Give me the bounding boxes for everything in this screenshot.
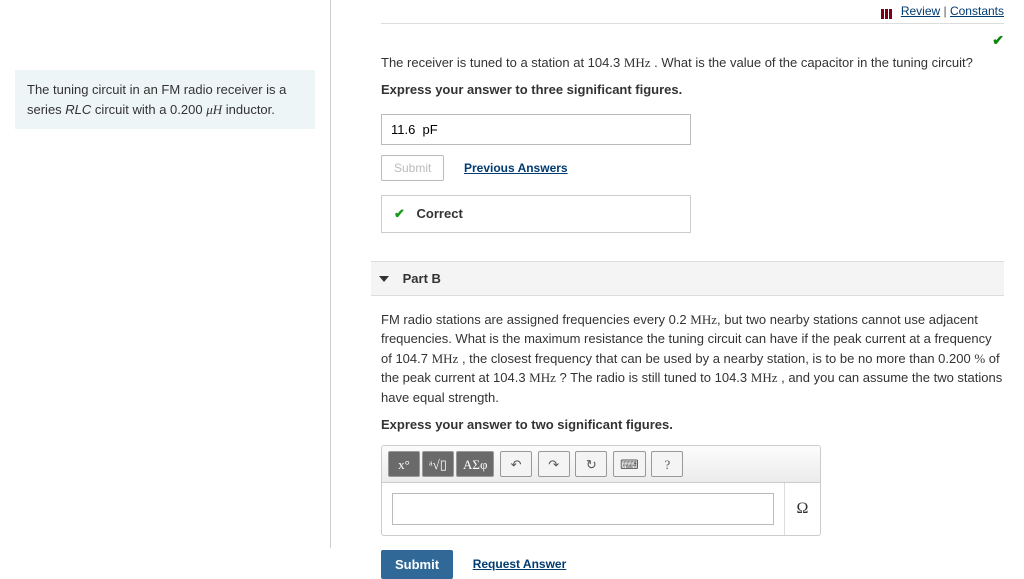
undo-button[interactable]: ↶ [500, 451, 532, 477]
pb-pct: % [974, 351, 985, 366]
part-a-submit-button: Submit [381, 155, 444, 181]
part-a-answer-input[interactable] [381, 114, 691, 145]
check-icon: ✔ [394, 206, 405, 221]
constants-link[interactable]: Constants [950, 4, 1004, 18]
tool-root-button[interactable]: ᵃ√▯ [422, 451, 454, 477]
pb-mhz-4: MHz [751, 370, 778, 385]
context-text-3: inductor. [222, 102, 275, 117]
part-a-buttons: Submit Previous Answers [381, 155, 1004, 181]
q-text-2: . What is the value of the capacitor in … [651, 55, 973, 70]
pb-mhz-1: MHz [690, 312, 717, 327]
pb-5: ? The radio is still tuned to 104.3 [556, 370, 751, 385]
correct-feedback: ✔ Correct [381, 195, 691, 233]
review-link[interactable]: Review [901, 4, 940, 18]
part-a-question: The receiver is tuned to a station at 10… [381, 53, 1004, 73]
part-b-buttons: Submit Request Answer [381, 550, 1004, 579]
context-panel: The tuning circuit in an FM radio receiv… [0, 0, 330, 548]
pb-3: , the closest frequency that can be used… [458, 351, 974, 366]
context-rlc: RLC [65, 102, 91, 117]
help-button[interactable]: ? [651, 451, 683, 477]
reset-button[interactable]: ↻ [575, 451, 607, 477]
part-b-question: FM radio stations are assigned frequenci… [381, 310, 1004, 408]
part-complete-check [381, 30, 1004, 53]
collapse-icon [379, 276, 389, 282]
context-unit: μH [206, 102, 222, 117]
q-text-1: The receiver is tuned to a station at 10… [381, 55, 624, 70]
equation-input[interactable] [392, 493, 774, 525]
equation-toolbar: x°ᵃ√▯ΑΣφ ↶ ↷ ↻ ⌨ ? [382, 446, 820, 483]
main-panel: Review | Constants The receiver is tuned… [331, 0, 1024, 548]
bars-icon [881, 5, 893, 19]
redo-button[interactable]: ↷ [538, 451, 570, 477]
part-a-instruction: Express your answer to three significant… [381, 80, 1004, 100]
pb-mhz-2: MHz [432, 351, 459, 366]
request-answer-link[interactable]: Request Answer [473, 557, 567, 571]
previous-answers-link[interactable]: Previous Answers [464, 161, 568, 175]
context-box: The tuning circuit in an FM radio receiv… [15, 70, 315, 129]
top-hr [381, 23, 1004, 24]
part-b-instruction: Express your answer to two significant f… [381, 415, 1004, 435]
keyboard-button[interactable]: ⌨ [613, 451, 646, 477]
tool-greek-button[interactable]: ΑΣφ [456, 451, 494, 477]
equation-unit: Ω [784, 483, 820, 535]
pb-mhz-3: MHz [529, 370, 556, 385]
context-text-2: circuit with a 0.200 [91, 102, 206, 117]
top-links: Review | Constants [381, 0, 1004, 23]
q-mhz-1: MHz [624, 55, 651, 70]
correct-label: Correct [417, 206, 463, 221]
pb-1: FM radio stations are assigned frequenci… [381, 312, 690, 327]
part-b-submit-button[interactable]: Submit [381, 550, 453, 579]
tool-template-button[interactable]: x° [388, 451, 420, 477]
part-b-title: Part B [403, 271, 441, 286]
equation-editor: x°ᵃ√▯ΑΣφ ↶ ↷ ↻ ⌨ ? Ω [381, 445, 821, 536]
equation-body: Ω [382, 483, 820, 535]
part-b-header[interactable]: Part B [371, 261, 1004, 296]
